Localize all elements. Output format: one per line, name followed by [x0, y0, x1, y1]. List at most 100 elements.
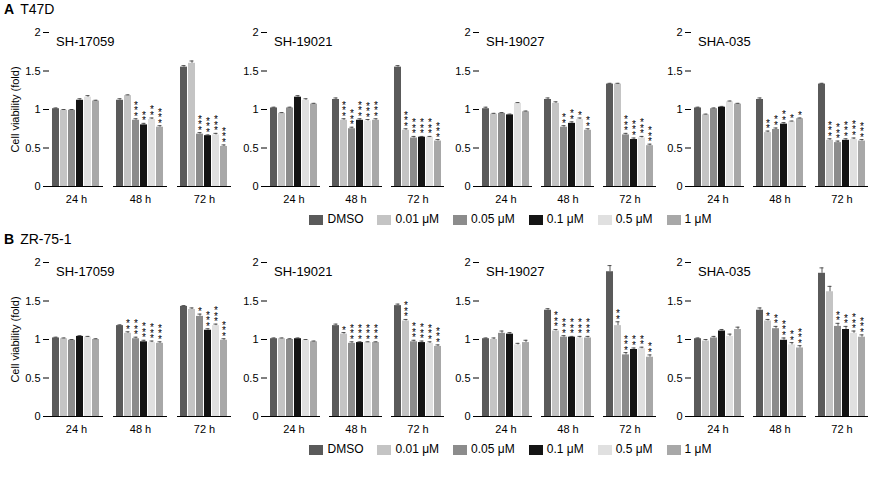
svg-text:48 h: 48 h — [769, 193, 790, 205]
svg-text:1: 1 — [464, 333, 470, 345]
svg-text:***: *** — [570, 317, 574, 339]
svg-text:***: *** — [158, 323, 162, 345]
svg-text:1.5: 1.5 — [25, 65, 40, 77]
svg-text:***: *** — [428, 117, 432, 139]
svg-text:***: *** — [374, 100, 378, 122]
svg-text:72 h: 72 h — [619, 193, 640, 205]
svg-text:24 h: 24 h — [707, 193, 728, 205]
svg-text:***: *** — [358, 100, 362, 122]
svg-text:**: ** — [648, 341, 652, 358]
svg-text:***: *** — [150, 322, 154, 344]
svg-text:***: *** — [134, 100, 138, 122]
svg-text:24 h: 24 h — [707, 423, 728, 435]
svg-text:0.5: 0.5 — [455, 372, 470, 384]
svg-text:24 h: 24 h — [495, 423, 516, 435]
svg-text:Cell viability (fold): Cell viability (fold) — [9, 66, 21, 152]
svg-text:***: *** — [554, 310, 558, 332]
svg-text:24 h: 24 h — [283, 423, 304, 435]
svg-text:***: *** — [836, 122, 840, 144]
svg-text:1.5: 1.5 — [455, 295, 470, 307]
svg-text:1.5: 1.5 — [243, 295, 258, 307]
svg-text:72 h: 72 h — [831, 193, 852, 205]
svg-text:0.5: 0.5 — [25, 372, 40, 384]
svg-text:***: *** — [632, 119, 636, 141]
svg-text:48 h: 48 h — [557, 423, 578, 435]
svg-text:***: *** — [358, 323, 362, 345]
svg-text:***: *** — [798, 327, 802, 349]
svg-text:*: * — [790, 113, 794, 124]
svg-text:***: *** — [586, 317, 590, 339]
svg-text:***: *** — [214, 305, 218, 327]
svg-text:***: *** — [624, 114, 628, 136]
svg-text:48 h: 48 h — [769, 423, 790, 435]
svg-text:0.5: 0.5 — [243, 372, 258, 384]
svg-text:***: *** — [578, 317, 582, 339]
svg-text:0.5: 0.5 — [25, 142, 40, 154]
svg-text:2: 2 — [464, 26, 470, 38]
svg-text:0.5: 0.5 — [455, 142, 470, 154]
svg-text:**: ** — [150, 104, 154, 121]
svg-text:***: *** — [436, 326, 440, 348]
svg-text:48 h: 48 h — [345, 423, 366, 435]
svg-text:1.5: 1.5 — [455, 65, 470, 77]
svg-text:0.5: 0.5 — [667, 372, 682, 384]
svg-text:***: *** — [412, 117, 416, 139]
svg-text:*: * — [578, 110, 582, 121]
svg-text:**: ** — [586, 115, 590, 132]
svg-text:0: 0 — [252, 180, 258, 192]
svg-text:24 h: 24 h — [66, 423, 87, 435]
svg-text:***: *** — [844, 120, 848, 142]
svg-text:***: *** — [640, 117, 644, 139]
svg-text:**: ** — [632, 334, 636, 351]
svg-text:**: ** — [766, 118, 770, 135]
svg-text:24 h: 24 h — [66, 193, 87, 205]
svg-text:***: *** — [562, 317, 566, 339]
svg-text:***: *** — [624, 334, 628, 356]
svg-text:1: 1 — [252, 333, 258, 345]
svg-text:0.5: 0.5 — [243, 142, 258, 154]
svg-text:**: ** — [570, 108, 574, 125]
svg-text:24 h: 24 h — [283, 193, 304, 205]
svg-text:72 h: 72 h — [831, 423, 852, 435]
svg-text:2: 2 — [34, 256, 40, 268]
svg-text:0: 0 — [676, 180, 682, 192]
svg-text:72 h: 72 h — [194, 423, 215, 435]
svg-text:***: *** — [350, 323, 354, 345]
svg-text:***: *** — [828, 120, 832, 142]
svg-text:**: ** — [836, 310, 840, 327]
svg-text:***: *** — [366, 101, 370, 123]
svg-text:***: *** — [206, 116, 210, 138]
svg-text:*: * — [798, 110, 802, 121]
svg-text:1: 1 — [34, 103, 40, 115]
svg-text:***: *** — [860, 316, 864, 338]
svg-text:1: 1 — [676, 103, 682, 115]
svg-text:***: *** — [366, 323, 370, 345]
svg-text:2: 2 — [34, 26, 40, 38]
svg-text:1.5: 1.5 — [25, 295, 40, 307]
svg-text:*: * — [198, 306, 202, 317]
svg-text:***: *** — [436, 121, 440, 143]
svg-text:***: *** — [852, 119, 856, 141]
svg-text:0: 0 — [464, 180, 470, 192]
svg-text:1.5: 1.5 — [667, 295, 682, 307]
svg-text:**: ** — [774, 313, 778, 330]
svg-text:1.5: 1.5 — [667, 65, 682, 77]
svg-text:0: 0 — [252, 410, 258, 422]
svg-text:48 h: 48 h — [130, 193, 151, 205]
svg-text:2: 2 — [676, 256, 682, 268]
svg-text:**: ** — [774, 114, 778, 131]
svg-text:***: *** — [206, 310, 210, 332]
svg-text:48 h: 48 h — [557, 193, 578, 205]
svg-text:***: *** — [350, 108, 354, 130]
svg-text:***: *** — [404, 300, 408, 322]
svg-text:72 h: 72 h — [194, 193, 215, 205]
svg-text:1: 1 — [34, 333, 40, 345]
svg-text:***: *** — [428, 323, 432, 345]
svg-text:*: * — [342, 325, 346, 336]
svg-text:48 h: 48 h — [130, 423, 151, 435]
svg-text:***: *** — [342, 100, 346, 122]
svg-text:0.5: 0.5 — [667, 142, 682, 154]
svg-text:1: 1 — [252, 103, 258, 115]
svg-text:0: 0 — [676, 410, 682, 422]
svg-text:***: *** — [374, 323, 378, 345]
